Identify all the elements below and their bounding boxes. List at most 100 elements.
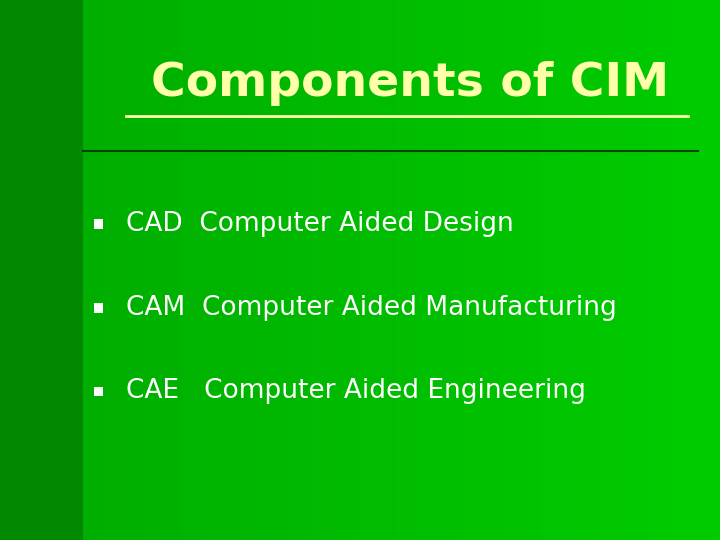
Bar [338,0,347,540]
Bar [554,0,563,540]
Bar [79,0,88,540]
Bar [403,0,412,540]
Bar [454,0,462,540]
Bar [238,0,246,540]
Bar [598,0,606,540]
Bar [526,0,534,540]
Bar [173,0,181,540]
Bar [374,0,383,540]
Bar [115,0,124,540]
Bar [432,0,441,540]
Bar [655,0,664,540]
Bar [540,0,549,540]
Bar [310,0,318,540]
Bar [648,0,657,540]
Bar [446,0,455,540]
Bar [317,0,325,540]
Bar [576,0,585,540]
Bar [122,0,131,540]
Bar [468,0,477,540]
Bar [439,0,448,540]
Bar [590,0,599,540]
Bar [29,0,37,540]
Bar [425,0,433,540]
Text: CAD  Computer Aided Design: CAD Computer Aided Design [126,211,514,237]
Bar [144,0,153,540]
Bar [634,0,642,540]
Bar [94,303,104,313]
Bar [605,0,613,540]
Bar [612,0,621,540]
Bar [58,0,66,540]
Bar [302,0,311,540]
Bar [418,0,426,540]
Bar [209,0,217,540]
Bar [86,0,95,540]
Bar [7,0,16,540]
Bar [245,0,253,540]
Bar [662,0,671,540]
Bar [562,0,570,540]
Bar [137,0,145,540]
Bar [151,0,160,540]
Bar [94,0,102,540]
Bar [194,0,203,540]
Bar [461,0,469,540]
Bar [475,0,484,540]
Text: CAE   Computer Aided Engineering: CAE Computer Aided Engineering [126,379,586,404]
Bar [511,0,520,540]
Bar [14,0,23,540]
Bar [0,0,9,540]
Bar [130,0,138,540]
Bar [252,0,261,540]
Bar [180,0,189,540]
Bar [367,0,376,540]
Bar [50,0,59,540]
Bar [504,0,513,540]
Bar [202,0,210,540]
Text: Components of CIM: Components of CIM [151,61,670,106]
Bar [108,0,117,540]
Bar [583,0,592,540]
Bar [230,0,239,540]
Bar [684,0,693,540]
Bar [706,0,714,540]
Bar [698,0,707,540]
Bar [101,0,109,540]
Bar [36,0,45,540]
Bar [94,219,104,229]
Bar [22,0,30,540]
Bar [216,0,225,540]
Text: CAM  Computer Aided Manufacturing: CAM Computer Aided Manufacturing [126,295,617,321]
Bar [389,0,397,540]
Bar [533,0,541,540]
Bar [72,0,81,540]
Bar [713,0,720,540]
Bar [641,0,649,540]
Bar [482,0,491,540]
Bar [346,0,354,540]
Bar [497,0,505,540]
Bar [288,0,297,540]
Bar [166,0,174,540]
Bar [331,0,340,540]
Bar [281,0,289,540]
Bar [266,0,275,540]
Bar [259,0,268,540]
Bar [490,0,498,540]
Bar [569,0,577,540]
Bar [677,0,685,540]
Bar [691,0,700,540]
Bar [274,0,282,540]
Bar [94,387,104,396]
Bar [626,0,635,540]
Bar [547,0,556,540]
Bar [410,0,419,540]
Bar [324,0,333,540]
Bar [43,0,52,540]
Bar [619,0,628,540]
Bar [158,0,167,540]
Bar [187,0,196,540]
Bar [360,0,369,540]
Bar [0,0,83,540]
